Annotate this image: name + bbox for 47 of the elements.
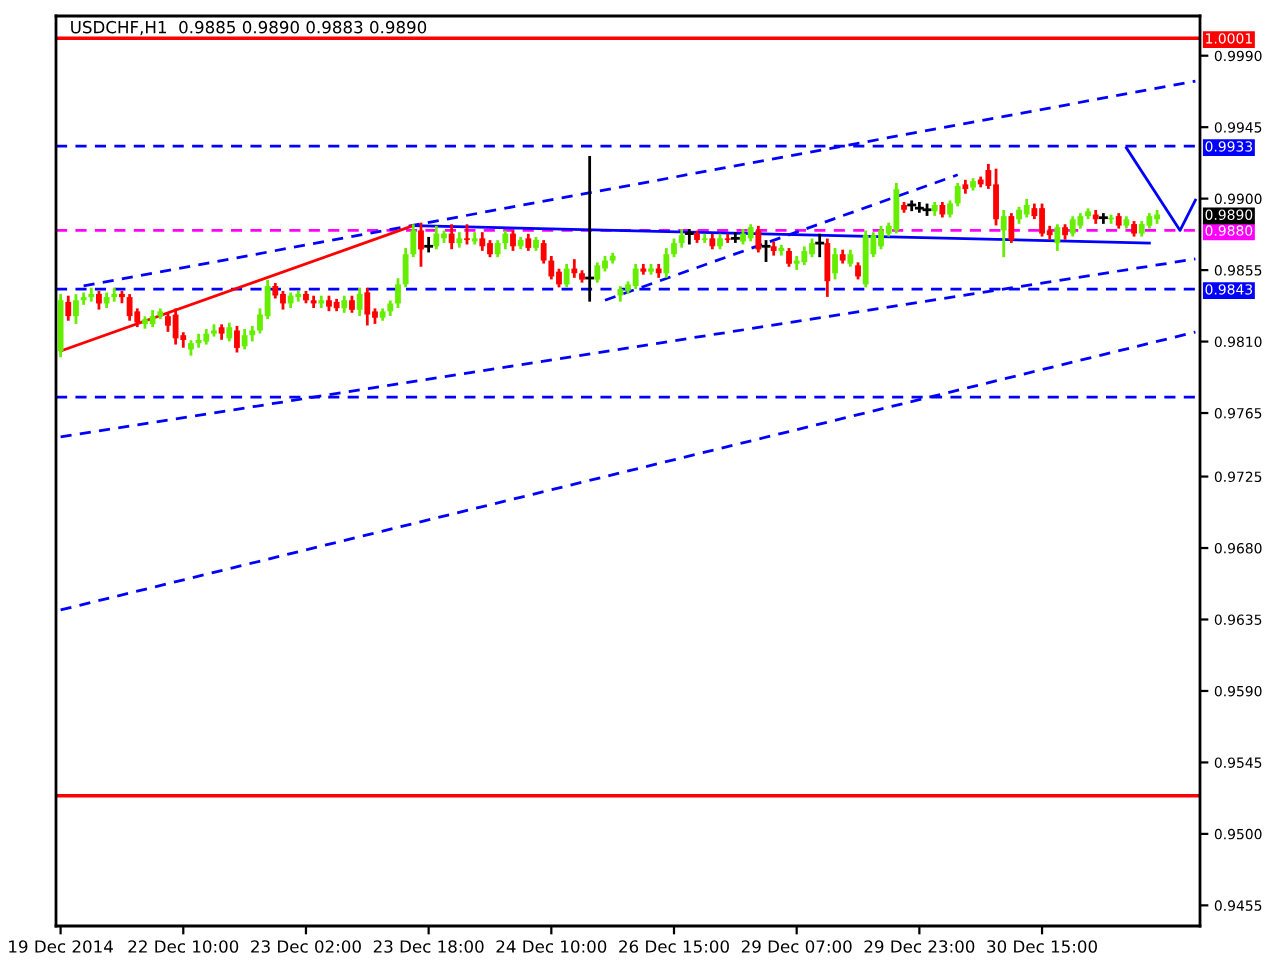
candlestick xyxy=(73,294,79,324)
candlestick xyxy=(663,248,670,278)
candlestick xyxy=(172,308,179,345)
candlestick xyxy=(418,222,424,267)
x-tick-label: 19 Dec 2014 xyxy=(9,940,113,953)
candlestick xyxy=(471,232,478,245)
candlestick xyxy=(356,287,363,316)
candlestick xyxy=(954,182,961,207)
candlestick xyxy=(1054,224,1061,251)
candlestick xyxy=(195,333,202,348)
candlestick xyxy=(761,240,771,262)
candlestick xyxy=(65,295,72,321)
candlestick xyxy=(126,294,133,321)
candlestick xyxy=(878,225,884,250)
candlestick xyxy=(295,290,302,302)
candlestick xyxy=(111,287,118,302)
x-tick-label: 29 Dec 07:00 xyxy=(741,940,852,953)
candlestick xyxy=(993,168,999,226)
candlestick xyxy=(1008,213,1015,243)
candlestick xyxy=(701,233,708,243)
x-tick-label: 24 Dec 10:00 xyxy=(496,940,607,953)
x-tick-label: 23 Dec 18:00 xyxy=(373,940,484,953)
x-tick-label: 22 Dec 10:00 xyxy=(128,940,239,953)
candlestick xyxy=(824,238,831,297)
candlestick xyxy=(234,325,240,353)
candlestick xyxy=(640,263,647,275)
x-tick-label: 30 Dec 15:00 xyxy=(987,940,1097,953)
candlestick xyxy=(310,295,317,309)
candlestick xyxy=(778,244,785,256)
candlestick xyxy=(724,233,731,243)
candlestick xyxy=(364,287,371,326)
x-tick-label: 26 Dec 15:00 xyxy=(619,940,729,953)
candlestick xyxy=(563,263,570,288)
chart-title: USDCHF,H1 0.9885 0.9890 0.9883 0.9890 xyxy=(71,20,427,36)
candlestick xyxy=(448,224,455,250)
candlestick xyxy=(1000,209,1007,258)
x-tick-label: 29 Dec 23:00 xyxy=(864,940,975,953)
candlestick xyxy=(832,248,838,280)
candlestick xyxy=(88,287,95,302)
candlestick xyxy=(456,232,463,248)
candlestick xyxy=(1039,203,1045,237)
candlestick xyxy=(632,263,639,289)
candlestick xyxy=(893,182,900,234)
candlestick xyxy=(318,295,325,309)
candlestick xyxy=(755,225,762,253)
candlestick xyxy=(433,225,440,250)
x-tick-label: 23 Dec 02:00 xyxy=(251,940,361,953)
